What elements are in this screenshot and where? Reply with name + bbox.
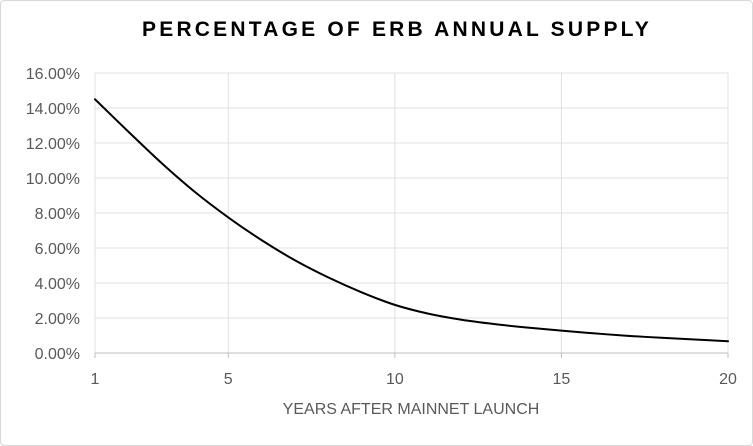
y-tick-label: 14.00% (26, 101, 80, 118)
x-tick-label: 10 (386, 371, 404, 388)
x-tick-label: 15 (553, 371, 571, 388)
x-axis-ticks: 1 5 10 15 20 (91, 371, 737, 388)
y-tick-label: 0.00% (35, 346, 80, 363)
y-tick-label: 10.00% (26, 171, 80, 188)
chart-title: PERCENTAGE OF ERB ANNUAL SUPPLY (142, 18, 652, 41)
y-axis-ticks: 0.00% 2.00% 4.00% 6.00% 8.00% 10.00% 12.00% 14.… (26, 66, 80, 363)
y-tick-label: 6.00% (35, 241, 80, 258)
x-tick-label: 5 (224, 371, 233, 388)
series-line (94, 98, 729, 343)
y-tick-label: 4.00% (35, 276, 80, 293)
x-tick-label: 1 (91, 371, 100, 388)
x-axis-label: YEARS AFTER MAINNET LAUNCH (283, 401, 540, 418)
y-tick-label: 16.00% (26, 66, 80, 83)
y-tick-label: 12.00% (26, 136, 80, 153)
vertical-gridlines (94, 73, 729, 358)
x-tick-label: 20 (719, 371, 737, 388)
horizontal-gridlines (95, 72, 728, 319)
y-tick-label: 8.00% (35, 206, 80, 223)
y-tick-label: 2.00% (35, 311, 80, 328)
